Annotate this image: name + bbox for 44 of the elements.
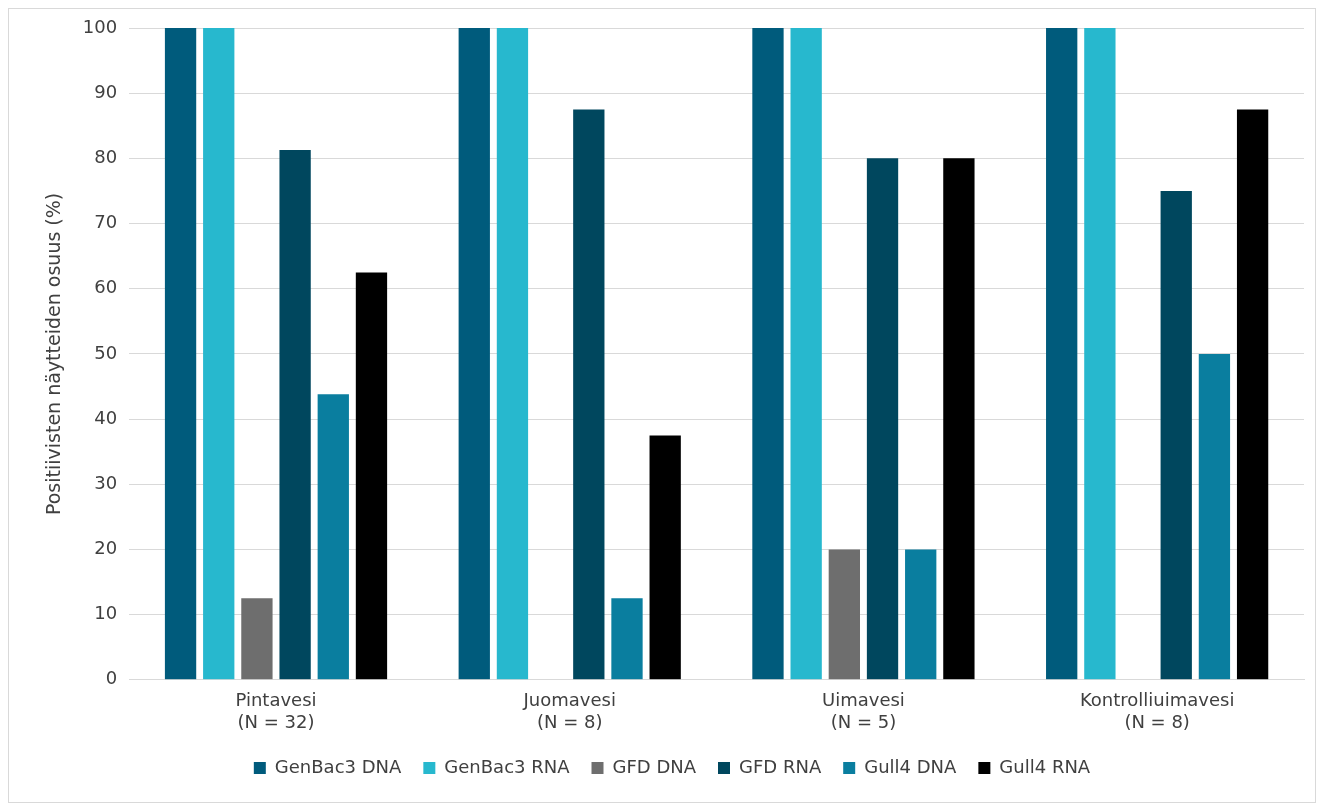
bar <box>828 549 860 680</box>
legend-label: GFD DNA <box>612 755 697 777</box>
bar <box>866 158 899 680</box>
y-tick-label: 50 <box>94 341 118 363</box>
bar <box>355 272 388 680</box>
bar <box>164 28 197 680</box>
legend-label: GenBac3 DNA <box>274 755 403 777</box>
bar <box>573 109 605 680</box>
x-tick-label: Juomavesi (N = 8) <box>522 689 616 732</box>
y-tick-label: 0 <box>105 667 118 689</box>
bar <box>317 394 349 680</box>
x-tick-label: Uimavesi (N = 5) <box>822 689 905 732</box>
bar <box>943 158 975 680</box>
y-tick-label: 60 <box>94 276 118 298</box>
bar <box>1084 28 1116 680</box>
bar <box>241 598 273 680</box>
bar <box>1160 190 1192 680</box>
bar <box>458 28 490 680</box>
y-tick-label: 70 <box>94 211 118 233</box>
y-tick-label: 20 <box>94 537 118 559</box>
bar <box>1046 28 1078 680</box>
bar <box>905 549 937 680</box>
bar <box>1236 109 1269 680</box>
bar <box>1198 353 1231 680</box>
bar <box>611 598 643 680</box>
bar <box>279 149 311 680</box>
x-tick-label: Kontrolliuimavesi (N = 8) <box>1079 689 1235 732</box>
x-tick-label: Pintavesi (N = 32) <box>235 689 317 732</box>
bar <box>496 28 529 680</box>
y-tick-label: 30 <box>94 471 118 493</box>
legend-label: GFD RNA <box>739 755 822 777</box>
y-axis-title: Positiivisten näytteiden osuus (%) <box>42 192 65 516</box>
bar <box>203 28 235 680</box>
bar <box>790 28 822 680</box>
y-tick-label: 90 <box>94 80 118 102</box>
y-tick-label: 100 <box>82 15 118 37</box>
legend-label: GenBac3 RNA <box>444 755 571 777</box>
y-tick-label: 10 <box>94 602 118 624</box>
y-tick-label: 40 <box>94 406 118 428</box>
bar <box>752 28 784 680</box>
legend-label: Gull4 DNA <box>864 755 958 777</box>
y-tick-label: 80 <box>94 146 118 168</box>
bar <box>649 435 681 680</box>
legend-label: Gull4 RNA <box>999 755 1091 777</box>
